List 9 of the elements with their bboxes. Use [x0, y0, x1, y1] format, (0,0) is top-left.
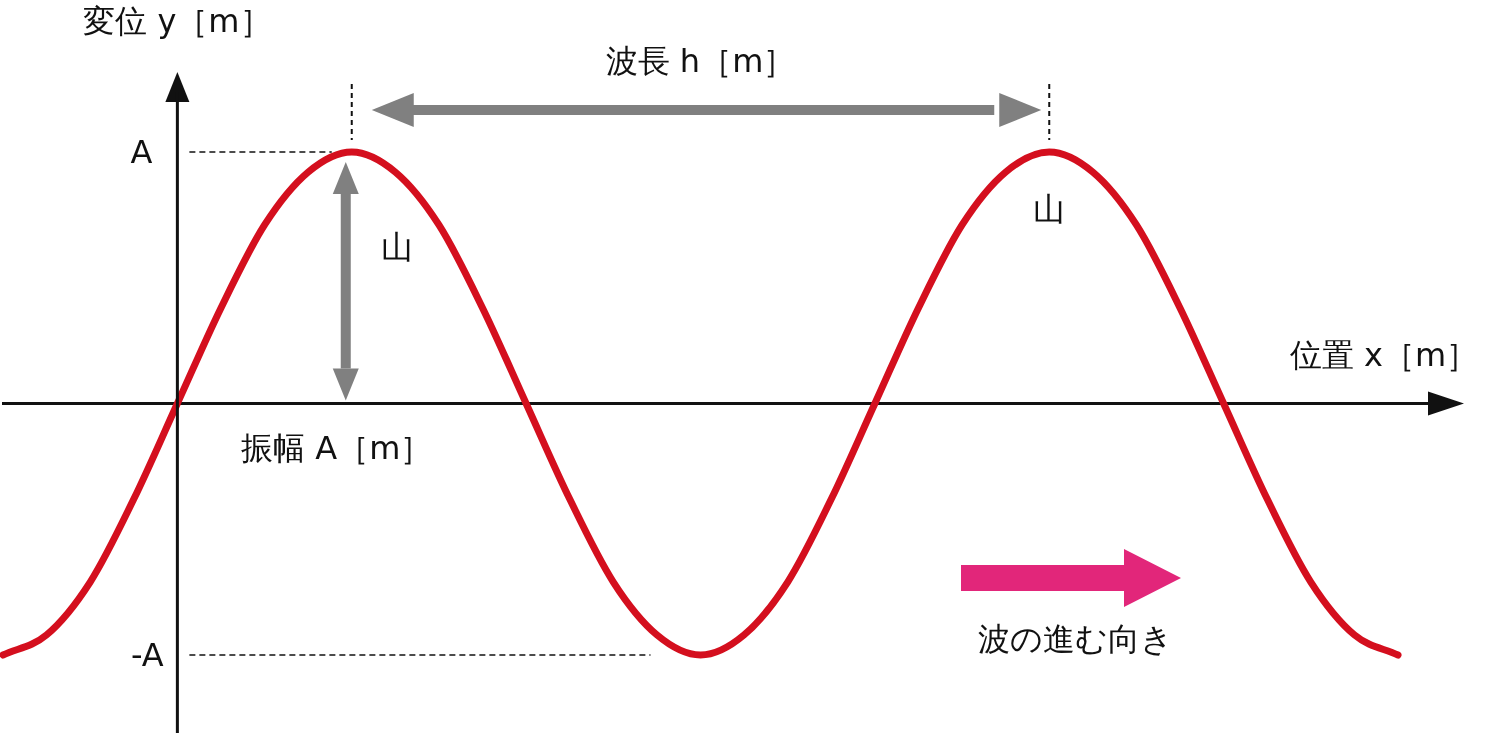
annotation: 山 [380, 227, 413, 268]
annotation: 振幅 A［m］ [241, 427, 433, 469]
x-axis-title: 位置 x［m］ [1289, 335, 1479, 376]
annotation: 山 [1033, 189, 1066, 230]
annotation: 波の進む向き [977, 619, 1173, 660]
text: 波長 h［m］ [605, 41, 796, 82]
annotation: A [130, 133, 153, 171]
y-axis-title: 変位 y［m］ [83, 1, 272, 42]
annotation: -A [131, 636, 164, 674]
